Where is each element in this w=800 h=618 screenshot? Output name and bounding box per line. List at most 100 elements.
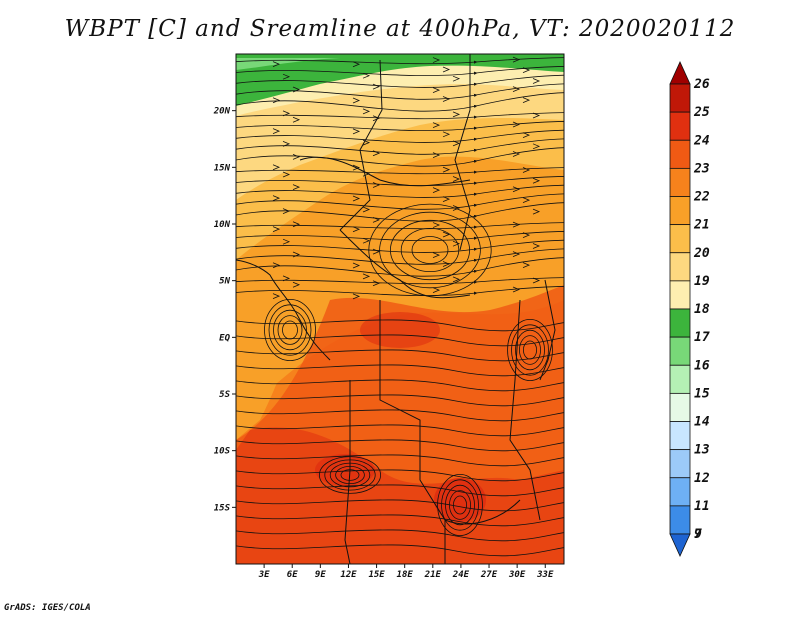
streamline	[236, 129, 564, 143]
streamline-arrow	[532, 208, 541, 215]
vortex-streamline	[379, 211, 481, 289]
streamline-arrow	[522, 232, 531, 238]
wbpt-hotspot	[315, 454, 375, 486]
longitude-axis: 3E 6E 9E 12E 15E 18E 21E 24E 27E 30E 33E	[258, 564, 554, 580]
lat-tick-label: 15N	[214, 163, 231, 173]
lon-tick-label: 33E	[536, 570, 554, 580]
streamline-arrow	[282, 73, 291, 80]
streamline-arrow	[522, 67, 531, 73]
streamline	[236, 285, 564, 296]
wbpt-band-16	[236, 58, 340, 70]
border-line	[339, 229, 471, 299]
streamline-arrow	[532, 277, 541, 284]
streamline-arrow	[372, 182, 381, 188]
lon-tick-label: 18E	[397, 570, 414, 580]
streamline	[236, 529, 564, 542]
vortex-streamline	[507, 318, 553, 381]
streamline-arrow	[442, 196, 451, 203]
map-frame	[235, 53, 565, 565]
border-line	[444, 499, 521, 525]
colorbar-swatch	[669, 421, 691, 451]
streamline-arrow	[442, 131, 451, 138]
streamlines	[236, 56, 564, 557]
map-panel: 20N 15N 10N 5N EQ 5S 10S 15S 3E 6E 9E 12E 15E 18E 21E…	[213, 53, 565, 580]
streamline-arrow	[532, 243, 541, 249]
streamline	[236, 349, 564, 362]
streamline	[236, 184, 564, 198]
vortex-streamline	[400, 227, 460, 272]
colorbar-swatch	[669, 167, 691, 197]
colorbar-swatch	[669, 83, 691, 113]
vortex-streamline	[445, 484, 475, 526]
colorbar-label: 17	[694, 330, 710, 345]
streamline-arrow	[522, 97, 531, 104]
colorbar-label: 11	[694, 499, 710, 514]
lon-tick-label: 6E	[287, 570, 298, 580]
colorbar-label: 14	[694, 415, 710, 430]
streamline-arrow	[272, 128, 281, 134]
colorbar-swatch	[669, 392, 691, 422]
colorbar-label: 16	[694, 358, 710, 373]
streamline-arrow	[532, 143, 541, 150]
colorbar: 26 25 24 23 22 21 20 19 18 17 16 15 14 13 12 11 97	[669, 61, 710, 557]
streamline-arrow	[452, 111, 461, 118]
streamline-arrow	[352, 293, 361, 300]
streamline	[236, 454, 564, 467]
map-title: WBPT [C] and Sreamline at 400hPa, VT: 20…	[64, 16, 736, 42]
streamline	[236, 469, 564, 482]
streamline	[236, 257, 564, 277]
streamline-arrow	[352, 262, 361, 269]
streamline-arrow	[442, 261, 451, 267]
colorbar-swatch	[669, 449, 691, 479]
streamline-arrow	[432, 287, 441, 293]
latitude-axis: 20N 15N 10N 5N EQ 5S 10S 15S	[213, 107, 236, 513]
streamline-arrow	[512, 221, 521, 228]
streamline-arrow	[352, 226, 361, 233]
streamline-arrow	[432, 122, 441, 128]
lon-tick-label: 21E	[424, 570, 442, 580]
streamline-arrow	[292, 116, 301, 123]
streamline-arrow	[292, 153, 301, 160]
lat-tick-label: 5N	[219, 277, 230, 287]
colorbar-swatch	[669, 252, 691, 282]
vortex-streamline	[452, 495, 467, 515]
streamline-arrow	[512, 251, 521, 258]
streamline-arrow	[292, 281, 301, 288]
streamline-arrow	[512, 56, 521, 63]
streamline-arrow	[452, 176, 461, 182]
streamline-arrow	[352, 97, 361, 104]
streamline-arrow	[372, 280, 381, 287]
streamline-arrow	[272, 293, 281, 299]
country-boundaries	[236, 54, 556, 564]
streamline-arrow	[442, 96, 451, 102]
lon-tick-label: 27E	[480, 570, 498, 580]
streamline	[236, 92, 564, 112]
lon-tick-label: 9E	[315, 570, 326, 580]
wbpt-band-24	[236, 427, 564, 564]
streamline-arrow	[372, 217, 381, 223]
streamline-arrow	[272, 262, 281, 269]
border-line	[509, 299, 541, 521]
lat-tick-label: EQ	[219, 333, 230, 343]
streamline	[236, 277, 564, 285]
border-line	[339, 59, 383, 231]
streamline-arrow	[512, 86, 521, 93]
colorbar-swatch	[669, 308, 691, 338]
colorbar-swatch	[669, 477, 691, 507]
vortex-streamline	[411, 236, 449, 264]
streamline-arrow	[272, 61, 281, 67]
streamline	[236, 439, 564, 452]
streamline	[236, 394, 564, 407]
streamline	[236, 409, 564, 422]
streamline	[236, 544, 564, 557]
streamline-arrow	[512, 151, 521, 157]
lon-tick-label: 24E	[452, 570, 470, 580]
colorbar-swatch	[669, 336, 691, 366]
colorbar-label: 18	[694, 302, 710, 317]
colorbar-label: 13	[694, 443, 710, 458]
streamline-arrow	[532, 78, 541, 84]
streamline	[236, 424, 564, 437]
vortex-streamline	[273, 309, 307, 351]
colorbar-label: 23	[693, 161, 710, 176]
